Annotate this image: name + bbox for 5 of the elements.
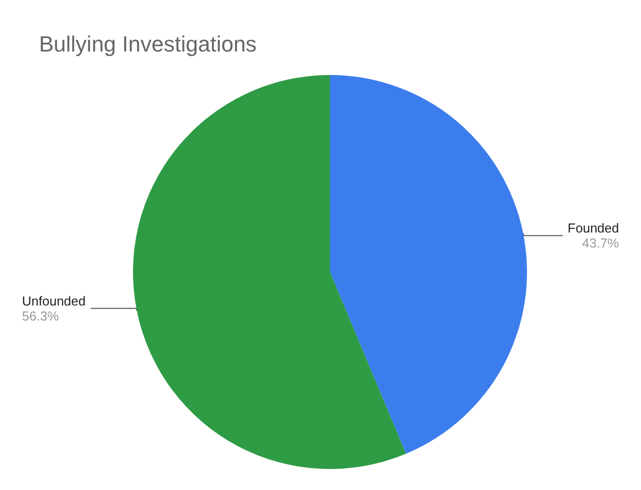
data-label: 43.7% xyxy=(582,236,620,251)
slice-label: Founded xyxy=(568,220,619,236)
slice-label: Unfounded xyxy=(22,293,86,308)
data-label: 56.3% xyxy=(22,308,60,324)
chart-title: Bullying Investigations xyxy=(39,32,257,56)
